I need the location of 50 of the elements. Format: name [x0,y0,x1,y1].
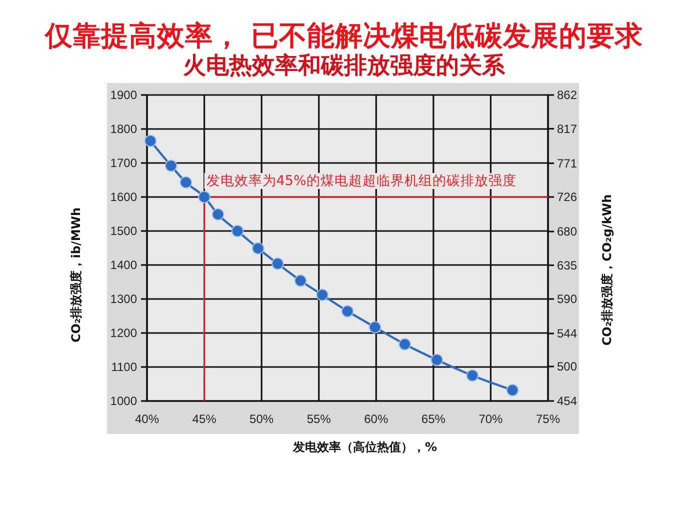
x-tick-label: 55% [306,412,332,426]
x-tick-label: 50% [250,412,274,426]
point [271,258,284,270]
point [341,305,354,318]
y2-tick-label: 544 [557,326,578,341]
point [198,190,210,204]
y-tick-label: 1900 [110,88,138,102]
x-tick-label: 75% [536,412,560,426]
x-tick-label: 60% [364,412,388,426]
x-tick-label: 65% [421,412,446,426]
point [368,321,382,334]
point [252,242,264,254]
y2-tick-label: 726 [557,190,578,204]
y2-axis-title: CO₂排放强度，CO₂g/kWh [600,194,614,346]
y-tick-label: 1400 [110,258,138,272]
y-axis-title: CO₂排放强度，ib/MWh [69,207,83,343]
y2-tick-label: 817 [557,122,578,136]
point [164,160,178,172]
y2-tick-label: 454 [557,394,578,408]
point [316,288,328,302]
y-tick-label: 1000 [110,394,138,408]
ref-line-label: 发电效率为45%的煤电超超临界机组的碳排放强度 [206,173,516,189]
y-tick-label: 1500 [110,224,138,238]
y2-tick-label: 590 [557,292,578,306]
y-tick-label: 1800 [110,122,138,136]
point [466,369,479,382]
y-tick-label: 1700 [110,156,138,170]
point [212,208,224,220]
x-tick-label: 70% [478,412,504,426]
x-tick-label: 45% [192,412,217,426]
y2-tick-label: 635 [557,258,578,272]
y-tick-label: 1100 [111,360,138,374]
point [231,224,244,238]
y2-tick-label: 862 [557,88,578,102]
x-axis-title: 发电效率（高位热值），% [292,440,438,454]
y2-tick-label: 500 [557,360,578,374]
point [180,176,192,189]
y-tick-label: 1600 [110,190,138,204]
y2-tick-label: 680 [557,224,578,239]
point [144,134,157,148]
point [294,274,307,287]
chart-subtitle: 火电热效率和碳排放强度的关系 [182,52,506,79]
y-tick-label: 1200 [110,326,138,340]
chart-title: 仅靠提高效率， 已不能解决煤电低碳发展的要求 [44,20,643,52]
point [506,384,519,396]
point [398,338,411,350]
y-tick-label: 1300 [110,292,138,306]
y2-tick-label: 771 [557,156,578,170]
x-tick-label: 40% [134,412,160,426]
point [430,354,444,366]
